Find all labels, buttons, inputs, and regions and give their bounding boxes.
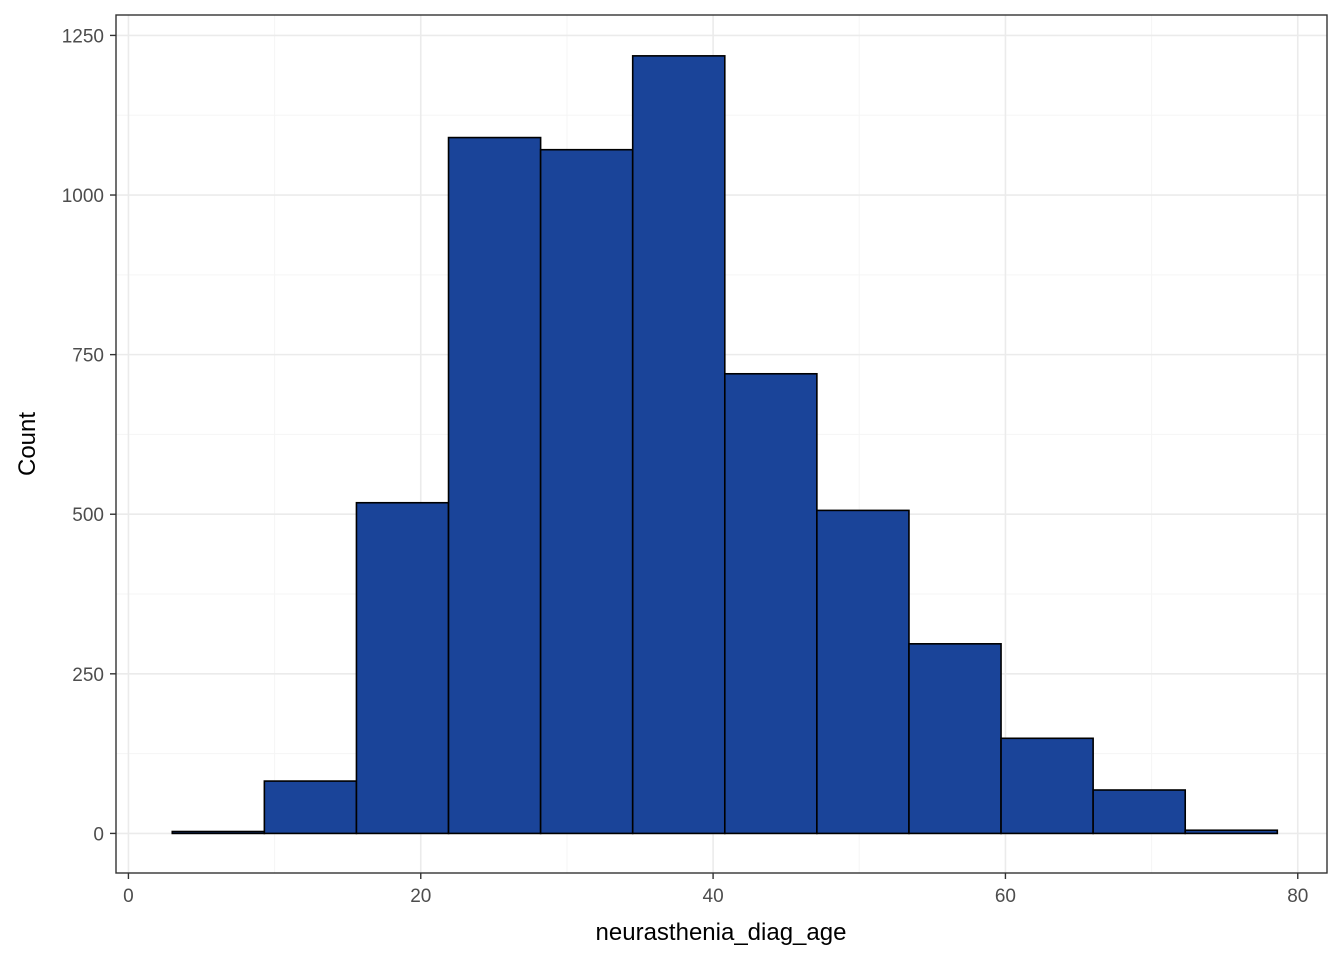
histogram-bar (447, 136, 542, 835)
y-tick-label: 1250 (62, 26, 104, 47)
y-tick-label: 0 (93, 824, 104, 845)
histogram-bar (908, 643, 1002, 835)
x-tick-label: 60 (995, 886, 1016, 907)
y-tick-label: 500 (72, 505, 104, 526)
y-axis-title: Count (14, 412, 41, 476)
panel-border (115, 14, 1328, 874)
x-tick-label: 0 (123, 886, 134, 907)
y-tick-label: 250 (72, 665, 104, 686)
histogram-bar (816, 509, 910, 835)
x-tick-label: 80 (1287, 886, 1308, 907)
histogram-bar (1092, 789, 1187, 835)
histogram-bar (631, 55, 726, 835)
histogram-bar (539, 148, 634, 835)
histogram-bar (171, 830, 266, 835)
x-axis-ticks: 0 20 40 60 80 (123, 873, 1308, 907)
histogram-bar (355, 501, 450, 835)
y-axis-ticks: 0 250 500 750 1000 1250 (62, 26, 116, 845)
x-tick-label: 20 (410, 886, 431, 907)
histogram-bar (723, 372, 818, 835)
y-tick-label: 750 (72, 346, 104, 367)
histogram-bars (171, 55, 1279, 835)
histogram-bar (1184, 829, 1279, 835)
histogram-bar (1000, 737, 1094, 835)
histogram-bar (263, 780, 358, 835)
y-tick-label: 1000 (62, 186, 104, 207)
x-axis-title: neurasthenia_diag_age (596, 919, 847, 946)
x-tick-label: 40 (703, 886, 724, 907)
